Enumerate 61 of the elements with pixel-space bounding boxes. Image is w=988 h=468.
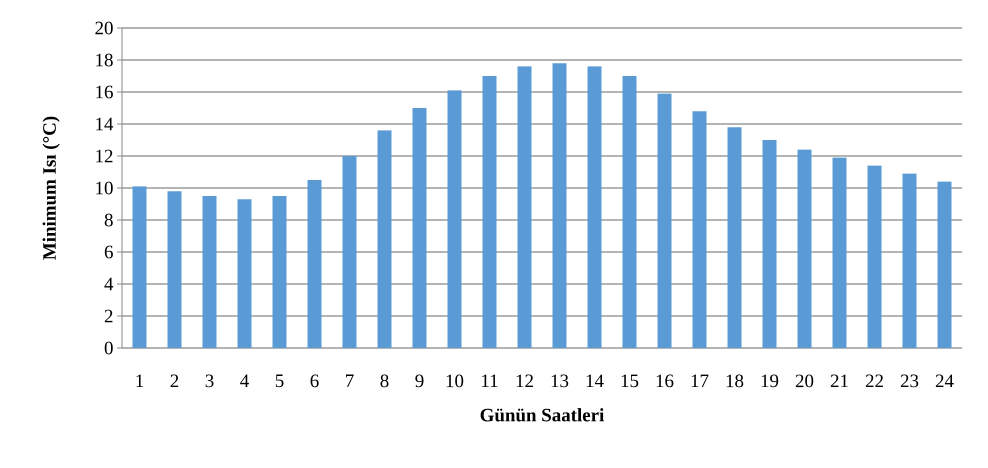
bar [728,127,742,348]
x-axis-title: Günün Saatleri [480,408,604,422]
x-tick-label: 21 [830,374,848,388]
x-tick-label: 6 [310,374,319,388]
x-tick-label: 17 [692,374,708,388]
x-tick-label: 24 [936,374,954,388]
bar [798,150,812,348]
x-tick-label: 7 [346,374,354,387]
x-tick-label: 4 [240,374,249,387]
y-tick-label: 10 [96,182,113,194]
x-tick-label: 23 [900,374,918,388]
x-tick-label: 2 [170,374,178,388]
bar [762,140,777,348]
bar [132,186,146,348]
y-tick-label: 0 [104,342,113,354]
x-tick-label: 12 [516,374,533,388]
y-axis-title: Minimum Isı (°C) [42,116,60,260]
x-tick-label: 8 [380,374,389,388]
x-tick-label: 13 [552,374,568,388]
bar [658,94,672,348]
bar [552,63,567,348]
x-tick-label: 5 [276,374,284,388]
x-tick-label: 20 [796,374,814,388]
bar [902,174,917,348]
y-tick-label: 6 [104,246,113,258]
bar [308,180,322,348]
bar [272,196,287,348]
bar [622,76,637,348]
bar [448,90,462,348]
bar [202,196,216,348]
x-tick-label: 18 [726,374,744,388]
x-tick-label: 11 [482,374,498,388]
y-tick-label: 4 [104,278,114,290]
bar [692,111,707,348]
bar [378,130,392,348]
y-tick-label: 18 [96,54,113,66]
y-tick-label: 16 [96,86,113,98]
bar [168,191,182,348]
x-tick-label: 16 [656,374,674,388]
x-tick-label: 14 [586,374,604,388]
bar [938,182,952,348]
bar [868,166,882,348]
y-tick-label: 20 [95,22,113,34]
x-tick-label: 1 [136,374,144,388]
bar [832,158,847,348]
bar [518,66,532,348]
bar [482,76,497,348]
y-tick-label: 8 [104,214,113,226]
y-tick-label: 2 [104,310,112,322]
x-tick-label: 10 [446,374,464,388]
x-tick-label: 22 [866,374,883,388]
x-tick-label: 15 [622,374,638,388]
x-tick-label: 19 [762,374,778,388]
bar [412,108,427,348]
y-tick-label: 14 [96,118,114,130]
bar [588,66,602,348]
x-tick-label: 3 [206,374,214,388]
y-tick-label: 12 [96,150,112,162]
bar [342,156,357,348]
x-tick-label: 9 [415,374,424,388]
bar [238,199,252,348]
